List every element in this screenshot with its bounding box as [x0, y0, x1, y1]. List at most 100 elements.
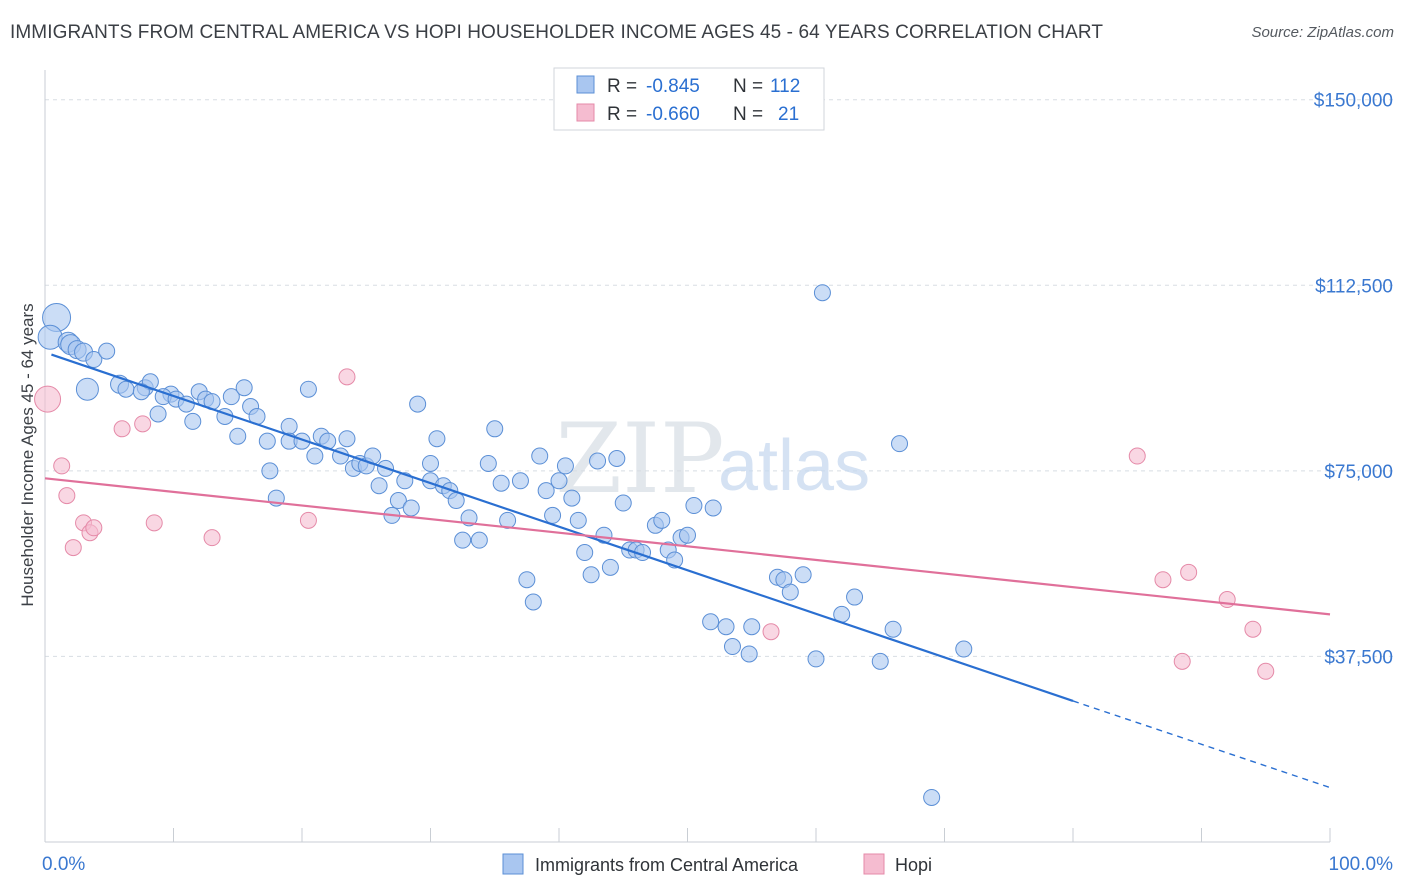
point-central-america-79: [601, 558, 619, 576]
point-central-america-62: [486, 420, 504, 438]
stats-swatch-blue: [576, 75, 595, 94]
point-central-america-91: [685, 497, 703, 515]
point-hopi-7: [113, 420, 131, 438]
source-label: Source: ZipAtlas.com: [1251, 24, 1394, 41]
point-central-america-48: [389, 492, 407, 510]
point-central-america-102: [807, 650, 825, 668]
point-central-america-80: [608, 450, 626, 467]
point-hopi-2: [58, 487, 76, 505]
y-tick-label-3: $150,000: [1314, 91, 1393, 112]
trend-lines: [44, 353, 1331, 789]
legend-label-blue[interactable]: Immigrants from Central America: [535, 855, 799, 875]
point-central-america-72: [556, 457, 574, 475]
point-central-america-68: [531, 447, 549, 465]
point-central-america-71: [550, 472, 568, 490]
legend-swatch-blue[interactable]: [502, 853, 524, 875]
legend-swatch-pink[interactable]: [863, 853, 885, 875]
point-central-america-104: [846, 588, 864, 606]
point-central-america-105: [871, 652, 889, 670]
point-central-america-21: [222, 388, 240, 406]
point-central-america-8: [75, 377, 99, 401]
trend-line-hopi: [44, 477, 1331, 616]
point-central-america-30: [261, 462, 279, 480]
watermark-zip: ZIP: [555, 403, 724, 515]
point-central-america-7: [98, 342, 116, 360]
point-central-america-70: [544, 506, 562, 524]
point-central-america-14: [132, 383, 150, 401]
point-central-america-32: [280, 417, 298, 435]
point-central-america-45: [370, 477, 388, 495]
point-central-america-74: [569, 511, 587, 529]
point-central-america-10: [117, 380, 135, 398]
point-central-america-78: [595, 526, 613, 544]
data-points: [34, 284, 1275, 806]
point-hopi-6: [85, 519, 103, 537]
point-central-america-108: [955, 640, 973, 658]
stats-n-value-pink: 21: [778, 104, 799, 125]
point-hopi-20: [1257, 662, 1275, 680]
point-central-america-67: [524, 593, 542, 611]
point-central-america-73: [563, 489, 581, 507]
point-central-america-66: [518, 571, 536, 589]
point-central-america-110: [813, 284, 831, 302]
point-central-america-53: [428, 430, 446, 448]
point-central-america-101: [794, 566, 812, 584]
point-central-america-96: [740, 645, 758, 663]
point-central-america-27: [229, 427, 247, 445]
point-central-america-6: [85, 351, 103, 369]
point-hopi-3: [64, 539, 82, 557]
point-hopi-16: [1173, 652, 1191, 670]
legend: Immigrants from Central America Hopi: [502, 853, 932, 875]
point-central-america-61: [479, 454, 497, 472]
stats-n-label-blue: N =: [733, 76, 763, 97]
axes: [44, 70, 1331, 843]
point-central-america-77: [589, 452, 607, 470]
point-central-america-58: [454, 531, 472, 549]
trend-line-central-america: [51, 353, 1074, 703]
tick-labels: $37,500 $75,000 $112,500 $150,000 0.0% 100.0%: [42, 91, 1393, 875]
stats-swatch-pink: [576, 103, 595, 122]
point-hopi-9: [145, 514, 163, 532]
point-hopi-13: [762, 623, 780, 641]
point-hopi-17: [1180, 563, 1198, 581]
point-central-america-94: [723, 638, 741, 656]
stats-r-label-blue: R =: [607, 76, 637, 97]
stats-box: R = -0.845 N = 112 R = -0.660 N = 21: [553, 67, 825, 131]
point-central-america-107: [891, 435, 909, 453]
legend-label-pink[interactable]: Hopi: [895, 855, 932, 875]
point-central-america-40: [338, 430, 356, 448]
point-central-america-36: [306, 447, 324, 465]
point-central-america-100: [781, 583, 799, 601]
point-hopi-0: [34, 385, 62, 413]
y-tick-label-2: $112,500: [1315, 276, 1393, 297]
stats-n-label-pink: N =: [733, 104, 763, 125]
point-central-america-35: [299, 380, 317, 398]
x-tick-label-1: 100.0%: [1329, 854, 1394, 875]
watermark-atlas: atlas: [718, 426, 870, 506]
point-central-america-63: [492, 474, 510, 492]
point-hopi-1: [53, 457, 71, 475]
point-hopi-11: [299, 511, 317, 529]
point-central-america-52: [422, 454, 439, 472]
point-central-america-95: [717, 618, 735, 636]
point-central-america-57: [447, 492, 465, 510]
point-central-america-90: [679, 526, 696, 544]
point-central-america-92: [704, 499, 722, 517]
chart-title: IMMIGRANTS FROM CENTRAL AMERICA VS HOPI …: [10, 22, 1104, 43]
point-hopi-15: [1154, 571, 1172, 589]
point-central-america-50: [402, 499, 420, 517]
stats-n-value-blue: 112: [770, 76, 800, 97]
point-central-america-75: [576, 544, 594, 562]
trend-line-central-america-extension: [1072, 700, 1331, 789]
point-central-america-97: [743, 618, 761, 636]
point-central-america-106: [884, 620, 902, 638]
point-central-america-51: [409, 395, 427, 413]
point-central-america-109: [923, 788, 941, 806]
point-hopi-8: [134, 415, 152, 433]
stats-r-label-pink: R =: [607, 104, 637, 125]
point-central-america-76: [582, 566, 600, 584]
point-central-america-93: [702, 613, 720, 631]
point-central-america-60: [470, 531, 488, 549]
y-tick-label-0: $37,500: [1324, 647, 1393, 668]
